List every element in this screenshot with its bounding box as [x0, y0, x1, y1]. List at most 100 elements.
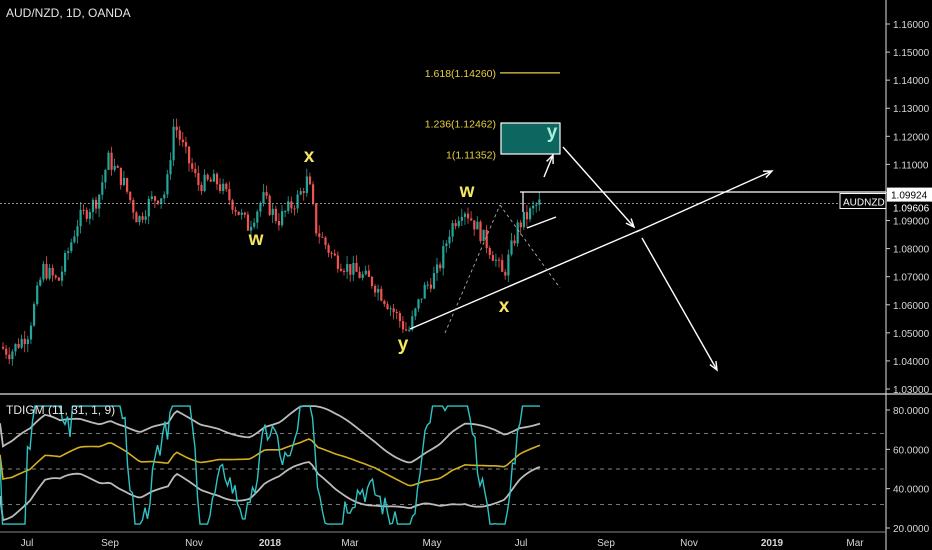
candle-body — [132, 200, 135, 213]
indicator-title: TDIGM (11, 31, 1, 9) — [6, 403, 116, 417]
candle-body — [302, 191, 305, 193]
candle-body — [333, 253, 336, 256]
candle-body — [163, 194, 166, 199]
candle-body — [259, 203, 262, 212]
candle-body — [501, 260, 504, 272]
candle-body — [364, 270, 367, 275]
trend-extension-arrow-head — [762, 170, 774, 179]
candle-body — [476, 221, 479, 230]
candle-body — [470, 218, 473, 221]
wave-label: x — [304, 146, 315, 167]
candle-body — [473, 220, 476, 230]
candle-body — [95, 199, 98, 209]
fib-label: 1.236(1.12462) — [425, 118, 496, 130]
candle-body — [107, 152, 110, 170]
price-tick-label: 1.09000 — [893, 217, 930, 228]
candle-body — [14, 343, 17, 352]
candle-body — [113, 165, 116, 170]
axes: 1.16000 1.15000 1.14000 1.13000 1.12000 1.110… — [21, 20, 932, 549]
ind-tick-label: 40.0000 — [893, 485, 930, 496]
candle-body — [439, 264, 442, 269]
candle-body — [293, 208, 296, 210]
price-tick-label: 1.03000 — [893, 385, 930, 396]
level-badge-box — [887, 187, 932, 202]
candle-body — [432, 273, 436, 289]
candle-body — [157, 200, 160, 204]
candle-body — [315, 203, 318, 234]
wave-label: w — [459, 181, 475, 202]
price-tick-label: 1.11000 — [893, 160, 929, 171]
price-tick-label: 1.15000 — [893, 48, 930, 59]
candle-body — [91, 199, 95, 213]
candle-body — [343, 270, 346, 272]
lower-band — [0, 461, 541, 522]
candle-body — [51, 267, 54, 276]
candle-body — [367, 270, 370, 277]
candle-body — [268, 195, 271, 215]
candle-body — [355, 262, 358, 272]
time-label: Nov — [680, 538, 698, 549]
candle-body — [54, 275, 57, 278]
candle-body — [324, 237, 327, 246]
candle-body — [60, 271, 64, 281]
time-label: Sep — [101, 538, 119, 549]
channel-line — [526, 216, 557, 229]
candle-body — [2, 346, 5, 349]
up-arrow — [543, 154, 554, 178]
candle-body — [160, 198, 163, 204]
candle-body — [39, 279, 42, 286]
candle-body — [104, 169, 107, 183]
candle-body — [36, 285, 39, 305]
candle-body — [135, 212, 138, 223]
price-tick-label: 1.08000 — [893, 245, 930, 256]
time-label: Jul — [21, 538, 34, 549]
candle-body — [138, 216, 141, 223]
candle-body — [327, 245, 330, 253]
drawings — [0, 122, 886, 372]
candle-body — [296, 194, 299, 209]
candle-body — [467, 213, 470, 219]
candle-body — [237, 211, 240, 215]
candle-body — [411, 316, 414, 330]
candle-body — [513, 240, 516, 244]
wave-label: x — [499, 296, 510, 317]
candle-body — [17, 343, 20, 348]
candle-body — [442, 245, 445, 269]
candle-body — [321, 236, 324, 238]
candle-body — [420, 298, 423, 300]
candle-body — [8, 354, 11, 360]
price-tick-label: 1.04000 — [893, 357, 930, 368]
candle-body — [250, 226, 253, 231]
candle-body — [284, 211, 287, 213]
candle-body — [479, 221, 482, 242]
candle-body — [153, 196, 157, 201]
candle-body — [299, 191, 302, 195]
candle-body — [414, 308, 417, 317]
candle-body — [380, 288, 383, 301]
symbol-badge: AUDNZD — [843, 198, 885, 209]
mid-line — [0, 438, 541, 487]
candle-body — [26, 339, 29, 345]
candle-body — [122, 178, 126, 185]
candle-body — [228, 189, 231, 201]
candle-body — [370, 276, 374, 286]
candle-body — [507, 254, 510, 276]
candle-body — [392, 308, 395, 312]
candle-body — [336, 255, 339, 269]
down-arrow-1 — [562, 146, 635, 228]
candle-body — [194, 168, 197, 174]
candle-body — [110, 152, 113, 170]
candle-body — [265, 192, 268, 196]
price-tick-label: 1.12000 — [893, 132, 930, 143]
candle-body — [349, 264, 352, 275]
price-tick-label: 1.07000 — [893, 273, 930, 284]
candle-body — [485, 229, 488, 249]
candle-body — [98, 194, 101, 209]
candle-body — [11, 351, 14, 360]
candle-body — [330, 252, 333, 254]
ind-tick-label: 80.0000 — [893, 406, 930, 417]
dashed-line — [499, 204, 561, 289]
candle-body — [101, 182, 104, 195]
candle-body — [451, 223, 454, 237]
candle-body — [429, 284, 432, 289]
